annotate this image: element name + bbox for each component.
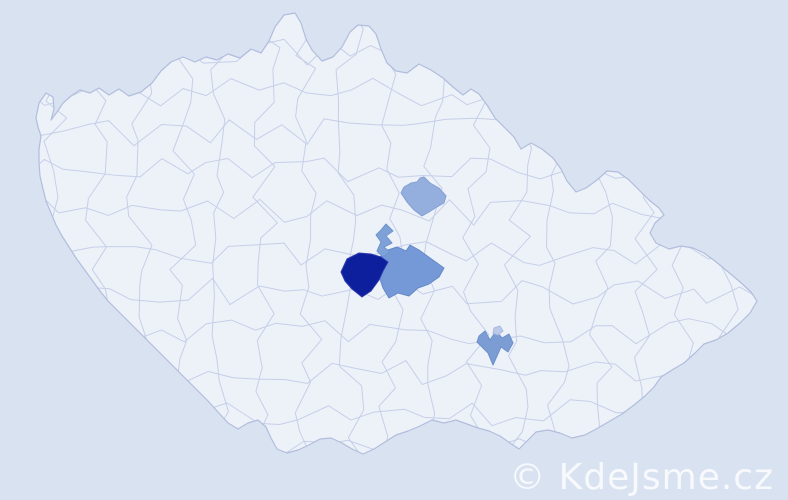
highlighted-district-district-medium-southeast[interactable] (476, 330, 514, 366)
highlighted-district-district-dark-navy[interactable] (340, 252, 389, 298)
highlighted-districts (340, 176, 514, 366)
highlighted-district-district-small-jagged[interactable] (375, 223, 394, 258)
highlighted-district-district-medium-center[interactable] (378, 244, 445, 299)
highlighted-district-district-pale-chip[interactable] (492, 325, 504, 336)
country-outline (35, 12, 758, 455)
highlighted-district-district-light-north[interactable] (400, 176, 447, 217)
country-land (36, 13, 757, 454)
